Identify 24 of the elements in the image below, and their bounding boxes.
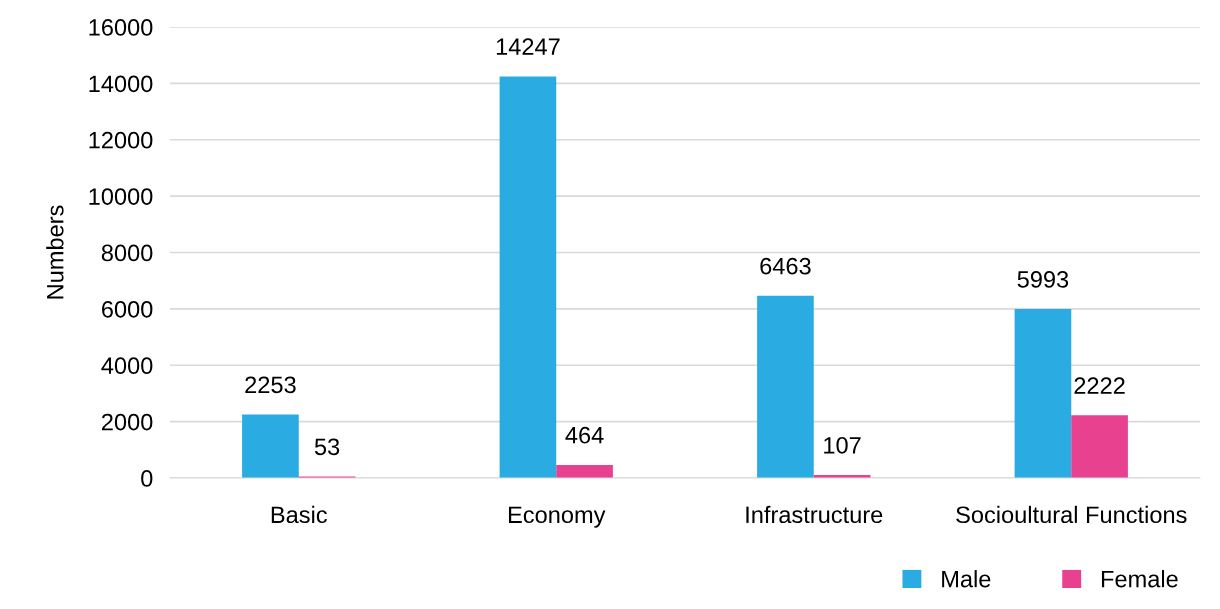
y-tick-label: 14000 (89, 75, 153, 93)
data-label: 464 (565, 426, 604, 444)
y-tick-label: 0 (141, 470, 153, 487)
data-label: 2222 (1074, 377, 1125, 394)
legend-label: Male (942, 570, 991, 588)
data-label: 53 (314, 438, 340, 456)
legend-label: Female (1101, 570, 1178, 588)
y-tick-label: 12000 (89, 131, 153, 149)
y-axis-title: Numbers (46, 205, 64, 299)
data-label: 5993 (1017, 271, 1069, 288)
y-tick-label: 8000 (101, 244, 153, 262)
x-tick-label: Basic (271, 505, 327, 524)
y-tick-label: 2000 (102, 413, 153, 431)
y-tick-label: 16000 (89, 19, 153, 36)
x-tick-label: Economy (508, 506, 606, 528)
data-label: 6463 (760, 257, 811, 275)
data-label: 107 (824, 436, 861, 454)
data-label: 14247 (496, 38, 560, 55)
y-tick-label: 6000 (102, 300, 153, 318)
y-tick-label: 10000 (89, 188, 153, 205)
x-tick-label: Socioultural Functions (956, 505, 1187, 524)
data-label: 2253 (245, 376, 296, 394)
x-tick-label: Infrastructure (746, 505, 883, 524)
y-tick-label: 4000 (101, 357, 153, 375)
